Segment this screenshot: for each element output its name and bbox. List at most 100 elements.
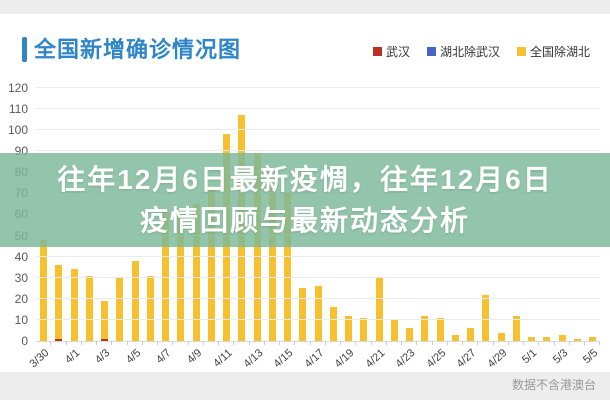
bar-group[interactable]: 4/29 [485, 88, 509, 370]
bar-group[interactable]: 5/1 [520, 88, 540, 366]
bar-group[interactable]: 4/3 [93, 88, 113, 366]
bar-segment-2 [573, 339, 581, 341]
y-axis-tick-label: 40 [14, 250, 28, 264]
x-axis-tick [172, 341, 174, 345]
x-axis-tick [355, 341, 357, 345]
gridline [36, 319, 600, 320]
x-axis-tick [294, 341, 296, 345]
bar-group[interactable]: 5/3 [551, 88, 570, 366]
x-axis-tick [126, 341, 128, 345]
x-axis-tick [309, 341, 311, 345]
bars-container: 3/30 4/1 4/3 4/5 4/7 4/9 4/11 4/13 4/15 4/17 4/19 4… [28, 88, 601, 370]
bar-group[interactable]: 4/23 [394, 88, 418, 370]
legend-item-0[interactable]: 武汉 [372, 43, 410, 60]
x-axis-label: 4/25 [424, 347, 449, 371]
bar-group[interactable]: 3/30 [28, 88, 52, 370]
bar-group[interactable] [173, 88, 189, 345]
bar-segment-2 [314, 286, 322, 341]
y-axis-tick-label: 120 [7, 81, 28, 95]
x-axis-tick [80, 341, 82, 345]
bar-segment-2 [162, 210, 170, 341]
bar-group[interactable]: 4/5 [124, 88, 143, 366]
bar-segment-2 [253, 153, 261, 341]
bar-group[interactable]: 4/17 [302, 88, 326, 370]
gridline [36, 256, 600, 257]
bar-segment-2 [299, 288, 307, 341]
x-axis-tick [370, 341, 372, 345]
y-axis-tick-label: 30 [14, 271, 28, 285]
bar-group[interactable]: 4/7 [154, 88, 174, 366]
x-axis-tick [324, 341, 326, 345]
bar-group[interactable]: 4/21 [363, 88, 387, 370]
bar-group[interactable] [417, 88, 433, 345]
title-accent-bar-icon [22, 37, 27, 62]
x-axis-tick [599, 341, 601, 345]
bar-segment-2 [345, 316, 353, 341]
x-axis-label: 4/5 [123, 347, 144, 367]
legend-item-label: 全国除湖北 [529, 45, 590, 59]
overlay-banner-line1: 往年12月6日最新疫惆，往年12月6日 [57, 164, 553, 195]
bar-group[interactable] [448, 88, 463, 345]
bar-group[interactable] [539, 88, 555, 345]
bar-group[interactable] [265, 88, 280, 345]
overlay-banner-line2: 疫情回顾与最新动态分析 [139, 205, 470, 236]
x-axis-label: 4/7 [154, 347, 174, 367]
x-axis-label: 4/19 [332, 347, 357, 371]
x-axis-tick [279, 341, 280, 345]
bar-group[interactable] [356, 88, 372, 345]
bar-segment-2 [406, 328, 414, 341]
bar-segment-2 [482, 295, 490, 341]
bar-segment-2 [70, 269, 78, 341]
bar-segment-2 [131, 261, 139, 341]
bar-group[interactable]: 4/19 [333, 88, 357, 370]
bar-segment-2 [268, 183, 276, 341]
bar-segment-2 [543, 337, 551, 341]
x-axis-tick [446, 341, 448, 345]
gridline [36, 87, 600, 88]
bar-segment-2 [55, 265, 63, 339]
x-axis-label: 4/11 [211, 347, 235, 370]
bar-group[interactable] [143, 88, 158, 345]
bar-group[interactable] [478, 88, 494, 345]
bar-segment-2 [558, 335, 566, 341]
bar-group[interactable]: 4/27 [455, 88, 479, 370]
x-axis-tick [401, 341, 402, 345]
legend-swatch-icon [426, 47, 436, 56]
footer-strip: 数据不含港澳台 [0, 372, 610, 400]
bar-group[interactable] [326, 88, 341, 345]
legend-item-1[interactable]: 湖北除武汉 [426, 43, 500, 60]
bar-segment-2 [40, 240, 48, 341]
x-axis-tick [233, 341, 235, 345]
bar-group[interactable]: 4/1 [63, 88, 82, 366]
bar-group[interactable]: 4/9 [185, 88, 204, 366]
x-axis-label: 4/13 [241, 347, 266, 371]
gridline [36, 129, 600, 130]
bar-group[interactable] [387, 88, 402, 345]
x-axis-label: 4/21 [363, 347, 388, 371]
x-axis-tick [141, 341, 143, 345]
bar-group[interactable]: 5/5 [581, 88, 601, 366]
bar-group[interactable] [82, 88, 97, 345]
x-axis-label: 4/29 [485, 347, 510, 371]
x-axis-label: 4/15 [271, 347, 296, 371]
x-axis-label: 4/23 [393, 347, 418, 371]
bar-group[interactable] [204, 88, 219, 345]
legend-item-2[interactable]: 全国除湖北 [516, 43, 590, 60]
gridline [36, 277, 600, 278]
x-axis-tick [340, 341, 341, 345]
bar-group[interactable] [112, 88, 128, 345]
bar-group[interactable] [509, 88, 524, 345]
x-axis-tick [584, 341, 585, 345]
x-axis-tick [416, 341, 418, 345]
x-axis-tick [538, 341, 540, 345]
legend-item-label: 湖北除武汉 [439, 45, 500, 59]
x-axis-tick [218, 341, 219, 345]
bar-group[interactable]: 4/25 [424, 88, 448, 370]
bar-segment-2 [375, 278, 383, 341]
bar-group[interactable]: 4/13 [241, 88, 265, 370]
legend-item-label: 武汉 [385, 45, 410, 59]
bar-group[interactable]: 4/15 [272, 88, 296, 370]
bar-group[interactable] [570, 88, 585, 345]
bar-group[interactable] [51, 88, 67, 345]
bar-group[interactable] [295, 88, 311, 345]
